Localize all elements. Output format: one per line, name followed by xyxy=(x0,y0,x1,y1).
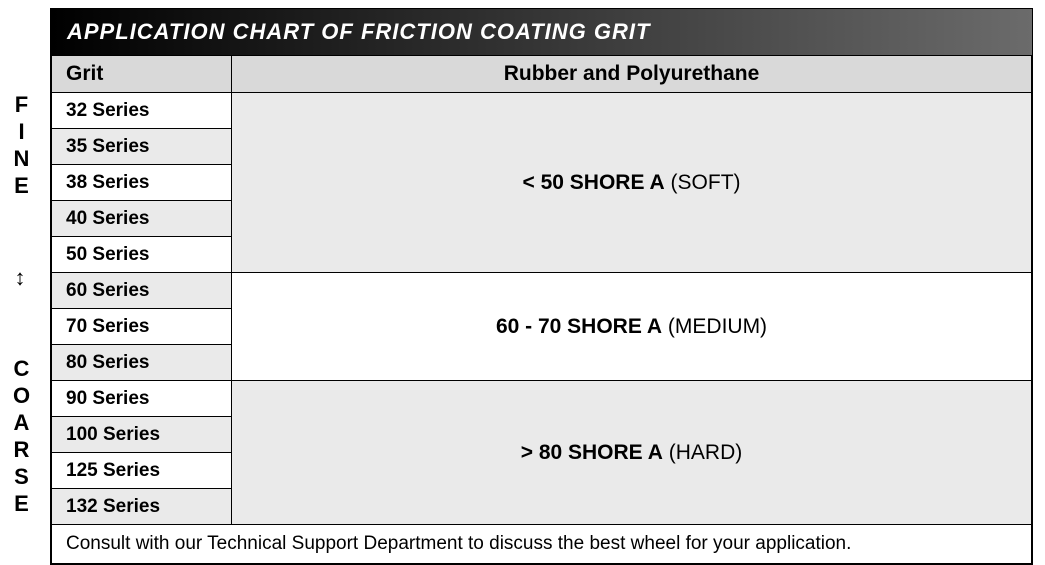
table-header-row: Grit Rubber and Polyurethane xyxy=(52,56,1032,93)
axis-label-fine: FINE xyxy=(8,92,34,200)
range-soft-value: < 50 SHORE A xyxy=(522,171,664,194)
axis-arrow-icon: ↕ xyxy=(15,265,28,291)
range-hard-value: > 80 SHORE A xyxy=(521,441,663,464)
table-row: 32 Series < 50 SHORE A (SOFT) xyxy=(52,93,1032,129)
grit-cell: 125 Series xyxy=(52,453,232,489)
grit-cell: 90 Series xyxy=(52,381,232,417)
fine-coarse-axis: FINE ↕ COARSE xyxy=(6,92,36,518)
grit-cell: 80 Series xyxy=(52,345,232,381)
range-medium-value: 60 - 70 SHORE A xyxy=(496,315,662,338)
grit-cell: 132 Series xyxy=(52,489,232,525)
grit-cell: 40 Series xyxy=(52,201,232,237)
grit-cell: 100 Series xyxy=(52,417,232,453)
grit-cell: 35 Series xyxy=(52,129,232,165)
axis-label-coarse: COARSE xyxy=(8,356,34,518)
grit-cell: 60 Series xyxy=(52,273,232,309)
range-medium: 60 - 70 SHORE A (MEDIUM) xyxy=(232,273,1032,381)
chart-title: APPLICATION CHART OF FRICTION COATING GR… xyxy=(51,9,1032,55)
range-soft-note: (SOFT) xyxy=(671,171,741,194)
grit-cell: 32 Series xyxy=(52,93,232,129)
table-row: 90 Series > 80 SHORE A (HARD) xyxy=(52,381,1032,417)
grit-cell: 70 Series xyxy=(52,309,232,345)
range-soft: < 50 SHORE A (SOFT) xyxy=(232,93,1032,273)
range-medium-note: (MEDIUM) xyxy=(668,315,767,338)
table-row: 60 Series 60 - 70 SHORE A (MEDIUM) xyxy=(52,273,1032,309)
table-frame: APPLICATION CHART OF FRICTION COATING GR… xyxy=(50,8,1033,565)
grit-table: Grit Rubber and Polyurethane 32 Series <… xyxy=(51,55,1032,564)
col-header-material: Rubber and Polyurethane xyxy=(232,56,1032,93)
range-hard-note: (HARD) xyxy=(669,441,743,464)
grit-cell: 50 Series xyxy=(52,237,232,273)
table-footer-row: Consult with our Technical Support Depar… xyxy=(52,525,1032,564)
footer-note: Consult with our Technical Support Depar… xyxy=(52,525,1032,564)
col-header-grit: Grit xyxy=(52,56,232,93)
range-hard: > 80 SHORE A (HARD) xyxy=(232,381,1032,525)
grit-cell: 38 Series xyxy=(52,165,232,201)
chart-container: FINE ↕ COARSE APPLICATION CHART OF FRICT… xyxy=(0,0,1045,564)
